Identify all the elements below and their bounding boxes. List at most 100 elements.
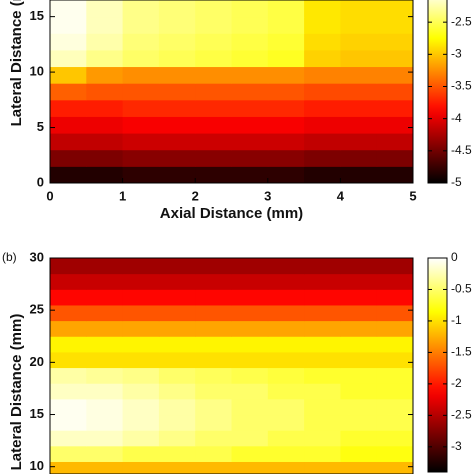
heatmap-cell — [231, 16, 269, 34]
heatmap-cell — [158, 258, 196, 275]
colorbar-tick-label: -2.5 — [451, 408, 472, 422]
heatmap-cell — [376, 383, 414, 400]
heatmap-cell — [340, 66, 378, 84]
heatmap-cell — [304, 414, 341, 431]
heatmap-cell — [50, 149, 87, 167]
heatmap-cell — [376, 414, 414, 431]
heatmap-cell — [50, 133, 87, 151]
heatmap-cell — [86, 116, 124, 134]
heatmap-cell — [158, 445, 196, 462]
heatmap-cell — [231, 273, 269, 290]
heatmap-cell — [340, 383, 378, 400]
heatmap-cell — [195, 445, 232, 462]
y-axis-label: Lateral Distance (mm) — [8, 0, 25, 126]
heatmap-cell — [50, 430, 87, 447]
heatmap-cell — [340, 273, 378, 290]
colorbar-tick-label: -0.5 — [451, 282, 472, 296]
heatmap-cell — [195, 430, 232, 447]
heatmap-cell — [86, 16, 124, 34]
heatmap-cell — [122, 166, 160, 184]
heatmap-cell — [231, 461, 269, 474]
heatmap-cell — [50, 0, 87, 18]
heatmap-cell — [304, 398, 341, 416]
heatmap-cell — [195, 0, 232, 18]
heatmap-cell — [231, 351, 269, 369]
heatmap-cell — [340, 336, 378, 353]
y-tick-label: 15 — [30, 406, 44, 421]
heatmap-cell — [50, 273, 87, 290]
heatmap-cell — [86, 414, 124, 431]
heatmap-cell — [267, 398, 305, 416]
heatmap-cell — [86, 133, 124, 151]
heatmap-cell — [376, 336, 414, 353]
heatmap-cell — [158, 398, 196, 416]
heatmap-cell — [376, 304, 414, 322]
heatmap-cell — [340, 49, 378, 68]
heatmap-cell — [195, 273, 232, 290]
heatmap-cell — [231, 149, 269, 167]
heatmap-cell — [231, 320, 269, 337]
heatmap-cell — [195, 336, 232, 353]
heatmap-cell — [122, 351, 160, 369]
heatmap-cell — [122, 383, 160, 400]
heatmap-cell — [267, 320, 305, 337]
heatmap-cell — [195, 289, 232, 306]
heatmap-cell — [267, 461, 305, 474]
heatmap-cell — [122, 414, 160, 431]
heatmap-cell — [340, 166, 378, 184]
heatmap-cell — [376, 273, 414, 290]
heatmap-cell — [267, 49, 305, 68]
heatmap-cell — [122, 66, 160, 84]
x-tick-label: 2 — [192, 188, 199, 203]
heatmap-cell — [195, 116, 232, 134]
heatmap-cell — [122, 336, 160, 353]
heatmap-cell — [122, 49, 160, 68]
heatmap-cell — [158, 336, 196, 353]
heatmap-cell — [86, 320, 124, 337]
heatmap-cell — [158, 166, 196, 184]
heatmap-cell — [340, 0, 378, 18]
heatmap-cell — [376, 367, 414, 384]
heatmap-cell — [158, 430, 196, 447]
heatmap-cell — [122, 149, 160, 167]
heatmap-cell — [340, 133, 378, 151]
heatmap-cell — [376, 398, 414, 416]
heatmap-cell — [195, 304, 232, 322]
heatmap-cell — [195, 49, 232, 68]
heatmap-cell — [340, 414, 378, 431]
heatmap-cell — [195, 351, 232, 369]
heatmap-cell — [50, 461, 87, 474]
heatmap-cell — [376, 430, 414, 447]
heatmap-cell — [86, 336, 124, 353]
heatmap-cell — [304, 336, 341, 353]
heatmap-cell — [50, 445, 87, 462]
heatmap-cell — [158, 66, 196, 84]
heatmap-cell — [231, 430, 269, 447]
heatmap-cell — [86, 83, 124, 101]
colorbar-tick-label: -3 — [451, 47, 462, 61]
heatmap-cell — [304, 33, 341, 51]
heatmap-cell — [50, 414, 87, 431]
heatmap-cell — [195, 149, 232, 167]
heatmap-cell — [267, 0, 305, 18]
heatmap-cell — [340, 16, 378, 34]
heatmap-cell — [340, 33, 378, 51]
heatmap-cell — [122, 83, 160, 101]
heatmap-cell — [158, 0, 196, 18]
heatmap-cell — [231, 258, 269, 275]
heatmap-cell — [195, 66, 232, 84]
heatmap-cell — [304, 367, 341, 384]
heatmap-cell — [50, 258, 87, 275]
heatmap-cell — [304, 83, 341, 101]
heatmap-cell — [376, 166, 414, 184]
heatmap-cell — [304, 430, 341, 447]
heatmap-cell — [195, 320, 232, 337]
heatmap-cell — [376, 83, 414, 101]
heatmap-cell — [158, 133, 196, 151]
heatmap-cell — [86, 383, 124, 400]
heatmap-cell — [86, 149, 124, 167]
heatmap-cell — [340, 99, 378, 117]
heatmap-cell — [340, 83, 378, 101]
heatmap-cell — [122, 99, 160, 117]
heatmap-cell — [122, 16, 160, 34]
